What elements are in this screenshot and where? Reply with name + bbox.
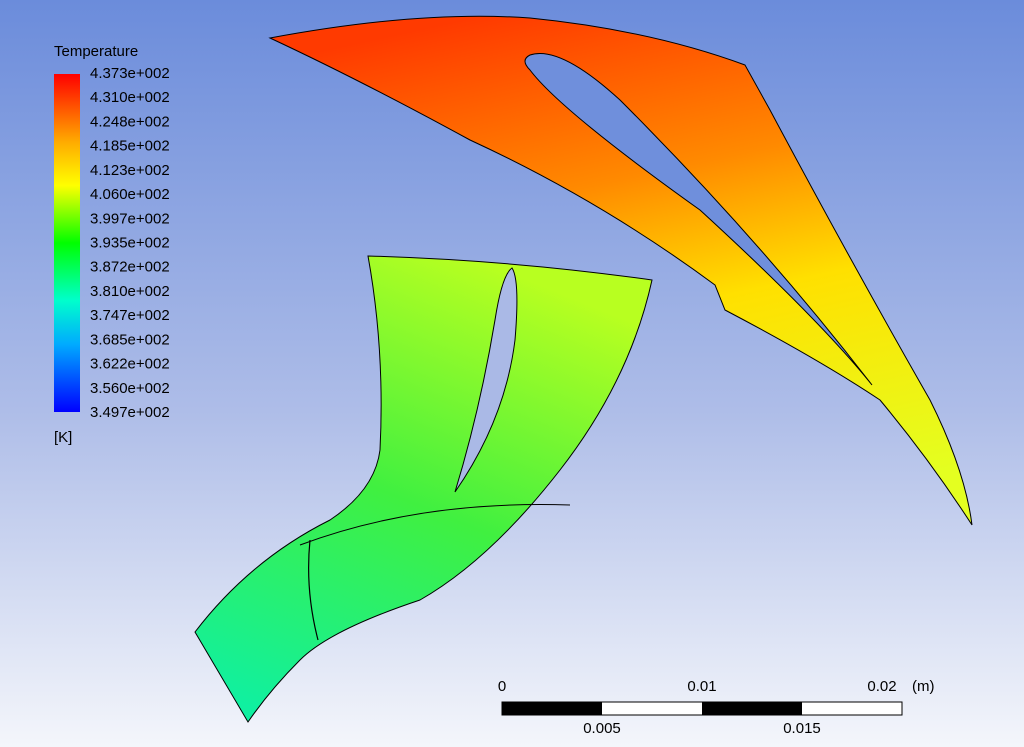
legend-label: 3.560e+002 xyxy=(90,380,170,397)
color-bar xyxy=(54,74,80,412)
legend-label: 3.685e+002 xyxy=(90,331,170,348)
legend-labels: 4.373e+002 4.310e+002 4.248e+002 4.185e+002… xyxy=(90,65,170,421)
blade-edge xyxy=(308,539,319,641)
legend-label: 3.622e+002 xyxy=(90,356,170,373)
scale-label: 0.01 xyxy=(687,678,716,695)
scale-label: 0.015 xyxy=(783,720,821,737)
legend-label: 4.185e+002 xyxy=(90,138,170,155)
scale-label: 0 xyxy=(498,678,506,695)
legend-label: 4.310e+002 xyxy=(90,89,170,106)
scale-unit: (m) xyxy=(912,678,935,695)
legend-label: 4.060e+002 xyxy=(90,186,170,203)
legend-label: 3.747e+002 xyxy=(90,307,170,324)
scale-label: 0.005 xyxy=(583,720,621,737)
legend-label: 3.935e+002 xyxy=(90,234,170,251)
upper-blade-hole xyxy=(524,53,873,386)
legend-label: 4.123e+002 xyxy=(90,162,170,179)
blade-edge xyxy=(299,504,571,546)
legend-unit: [K] xyxy=(54,429,72,446)
legend-label: 3.997e+002 xyxy=(90,210,170,227)
legend-label: 4.373e+002 xyxy=(90,65,170,82)
legend-label: 3.497e+002 xyxy=(90,404,170,421)
legend-label: 4.248e+002 xyxy=(90,113,170,130)
legend-label: 3.810e+002 xyxy=(90,283,170,300)
lower-blade-hole xyxy=(454,267,518,493)
legend-label: 3.872e+002 xyxy=(90,259,170,276)
scale-bar-segment xyxy=(502,702,602,715)
legend-title: Temperature xyxy=(54,43,138,60)
lower-blade xyxy=(194,255,653,723)
scale-label: 0.02 xyxy=(867,678,896,695)
scale-bar-segment xyxy=(702,702,802,715)
